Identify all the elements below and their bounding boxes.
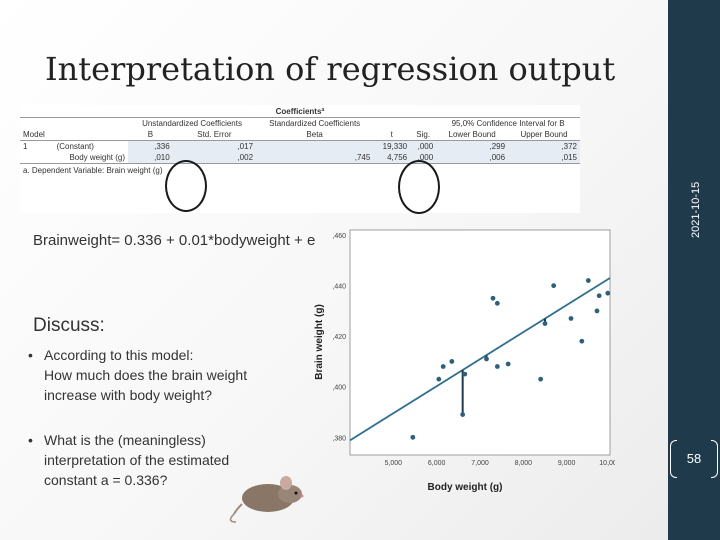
column-header [53,129,129,141]
data-point [542,321,548,326]
x-tick-label: 6,000 [428,460,446,467]
highlight-circle-b [165,160,207,212]
column-header: Model [20,129,54,141]
column-header: Lower Bound [436,129,509,141]
data-point [605,290,611,296]
scatter-chart-svg: ,380 ,400 ,420 ,440 ,460 5,000 6,000 7,000 8,00… [314,229,621,493]
x-tick-label: 8,000 [515,460,533,467]
y-axis-label: Brain weight (g) [314,304,325,380]
column-header: Beta [256,129,374,141]
column-header: Upper Bound [508,129,580,141]
scatter-chart: ,380 ,400 ,420 ,440 ,460 5,000 6,000 7,000 8,00… [300,220,621,498]
data-point [494,300,500,306]
page-number: 58 [670,440,718,478]
data-point [440,364,446,369]
data-point [410,434,416,440]
group-header: Unstandardized Coefficients [128,117,257,129]
bullet-dot: • [28,432,33,448]
discuss-heading: Discuss: [33,315,105,336]
x-tick-label: 10,000 [599,460,615,467]
data-point [449,359,455,364]
data-point [594,308,600,314]
plot-area [349,229,611,456]
table-row: 1 (Constant) ,336 ,017 19,330 ,000 ,299 … [20,140,580,152]
regression-fit-line [349,277,611,442]
data-point [490,295,496,301]
table-caption: Coefficientsª [275,106,325,116]
data-point [538,376,544,382]
x-axis-label: Body weight (g) [428,482,503,493]
group-header: Standardized Coefficients [256,117,374,129]
data-point [505,361,511,367]
bullet-dot: • [28,347,33,363]
y-tick-label: ,420 [332,334,346,341]
data-point [568,316,574,321]
data-point [436,376,442,382]
data-point [462,371,468,377]
x-tick-label: 5,000 [385,460,403,467]
group-header: 95,0% Confidence Interval for B [436,117,580,129]
table-row: Body weight (g) ,010 ,002 ,745 4,756 ,00… [20,152,580,164]
x-tick-label: 7,000 [471,460,489,467]
y-tick-label: ,460 [332,233,346,240]
coefficients-table: Coefficientsª Unstandardized Coefficient… [20,105,580,213]
right-sidebar-bar [668,0,720,540]
data-point [551,283,557,289]
slide-title: Interpretation of regression output [45,50,616,88]
highlight-circle-sig [398,160,440,214]
data-point [460,412,466,417]
slide-date: 2021-10-15 [690,181,702,238]
data-point [484,356,489,362]
y-tick-label: ,400 [332,385,346,392]
regression-equation: Brainweight= 0.336 + 0.01*bodyweight + e [33,232,316,249]
table-footnote: a. Dependent Variable: Brain weight (g) [20,163,580,176]
y-tick-label: ,380 [332,435,346,442]
mouse-illustration [228,458,308,524]
data-point [494,364,500,369]
data-point [585,278,591,283]
column-header: B [128,129,173,141]
column-header: Sig. [410,129,437,141]
data-point [579,338,585,344]
data-point [596,293,602,299]
column-header: t [373,129,411,141]
column-header: Std. Error [172,129,257,141]
x-tick-label: 9,000 [558,460,576,467]
y-tick-label: ,440 [332,284,346,291]
